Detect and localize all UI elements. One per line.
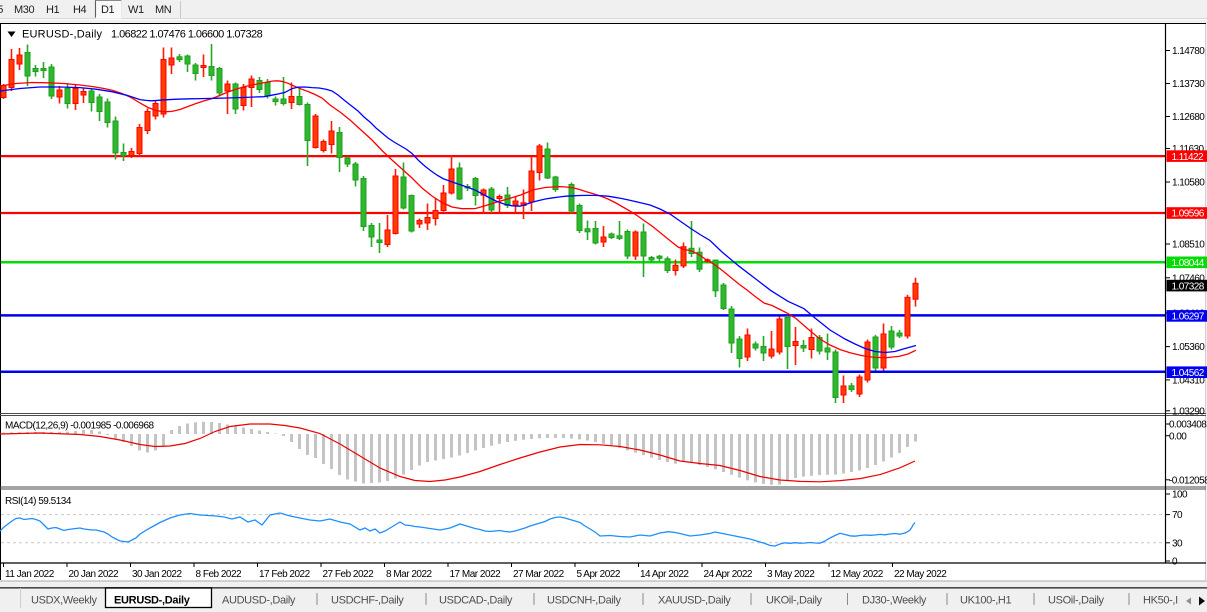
svg-text:1.08044: 1.08044 <box>1172 258 1205 269</box>
svg-text:3 May 2022: 3 May 2022 <box>767 569 815 580</box>
svg-text:1.09596: 1.09596 <box>1172 209 1205 220</box>
svg-text:UK100-,H1: UK100-,H1 <box>960 595 1011 607</box>
svg-text:1.11630: 1.11630 <box>1172 144 1205 155</box>
svg-text:RSI(14) 59.5134: RSI(14) 59.5134 <box>5 496 72 507</box>
svg-text:22 May 2022: 22 May 2022 <box>894 569 947 580</box>
svg-text:1.06297: 1.06297 <box>1172 312 1205 323</box>
svg-text:14 Apr 2022: 14 Apr 2022 <box>640 569 689 580</box>
svg-text:USOil-,Daily: USOil-,Daily <box>1048 595 1105 607</box>
svg-text:1.07328: 1.07328 <box>1172 281 1205 292</box>
svg-text:AUDUSD-,Daily: AUDUSD-,Daily <box>222 595 296 607</box>
svg-text:UKOil-,Daily: UKOil-,Daily <box>766 595 823 607</box>
svg-text:EURUSD-,Daily: EURUSD-,Daily <box>114 595 191 607</box>
svg-text:27 Mar 2022: 27 Mar 2022 <box>513 569 565 580</box>
svg-text:8 Feb 2022: 8 Feb 2022 <box>196 569 243 580</box>
svg-text:MN: MN <box>155 4 172 16</box>
svg-text:1.04310: 1.04310 <box>1172 376 1205 387</box>
svg-text:1.05360: 1.05360 <box>1172 342 1205 353</box>
svg-text:DJ30-,Weekly: DJ30-,Weekly <box>862 595 927 607</box>
svg-text:24 Apr 2022: 24 Apr 2022 <box>704 569 753 580</box>
svg-text:XAUUSD-,Daily: XAUUSD-,Daily <box>658 595 731 607</box>
svg-text:1.03290: 1.03290 <box>1172 406 1205 417</box>
svg-text:EURUSD-,Daily: EURUSD-,Daily <box>22 29 103 41</box>
svg-text:30: 30 <box>1172 538 1183 549</box>
svg-text:5 Apr 2022: 5 Apr 2022 <box>577 569 621 580</box>
svg-text:30 Jan 2022: 30 Jan 2022 <box>132 569 182 580</box>
svg-text:USDCNH-,Daily: USDCNH-,Daily <box>547 595 622 607</box>
svg-text:0: 0 <box>1172 557 1178 568</box>
svg-text:20 Jan 2022: 20 Jan 2022 <box>69 569 119 580</box>
svg-text:-0.012058: -0.012058 <box>1169 475 1207 486</box>
svg-text:M5: M5 <box>0 4 3 16</box>
svg-text:1.08510: 1.08510 <box>1172 240 1205 251</box>
svg-text:27 Feb 2022: 27 Feb 2022 <box>323 569 375 580</box>
svg-text:MACD(12,26,9) -0.001985 -0.006: MACD(12,26,9) -0.001985 -0.006968 <box>5 421 155 432</box>
svg-text:1.13730: 1.13730 <box>1172 79 1205 90</box>
svg-text:W1: W1 <box>128 4 144 16</box>
svg-text:12 May 2022: 12 May 2022 <box>831 569 884 580</box>
svg-text:HK50-,I: HK50-,I <box>1143 595 1178 607</box>
svg-text:11 Jan 2022: 11 Jan 2022 <box>5 569 55 580</box>
svg-text:M30: M30 <box>14 4 34 16</box>
svg-text:17 Feb 2022: 17 Feb 2022 <box>259 569 311 580</box>
svg-text:1.14780: 1.14780 <box>1172 46 1205 57</box>
svg-text:H4: H4 <box>73 4 87 16</box>
svg-text:1.07460: 1.07460 <box>1172 273 1205 284</box>
svg-text:USDX,Weekly: USDX,Weekly <box>31 595 97 607</box>
svg-text:70: 70 <box>1172 510 1183 521</box>
svg-text:1.10580: 1.10580 <box>1172 178 1205 189</box>
svg-text:USDCAD-,Daily: USDCAD-,Daily <box>439 595 513 607</box>
svg-text:1.11422: 1.11422 <box>1172 152 1205 163</box>
svg-text:H1: H1 <box>46 4 60 16</box>
svg-text:8 Mar 2022: 8 Mar 2022 <box>386 569 433 580</box>
svg-text:17 Mar 2022: 17 Mar 2022 <box>450 569 502 580</box>
svg-text:D1: D1 <box>101 4 115 16</box>
svg-text:0.00: 0.00 <box>1169 431 1187 442</box>
svg-text:100: 100 <box>1172 490 1188 501</box>
svg-text:1.12680: 1.12680 <box>1172 112 1205 123</box>
svg-text:0.003408: 0.003408 <box>1169 420 1207 431</box>
svg-text:1.06822 1.07476 1.06600 1.0732: 1.06822 1.07476 1.06600 1.07328 <box>111 29 263 41</box>
svg-text:1.04562: 1.04562 <box>1172 368 1205 379</box>
svg-text:USDCHF-,Daily: USDCHF-,Daily <box>331 595 404 607</box>
